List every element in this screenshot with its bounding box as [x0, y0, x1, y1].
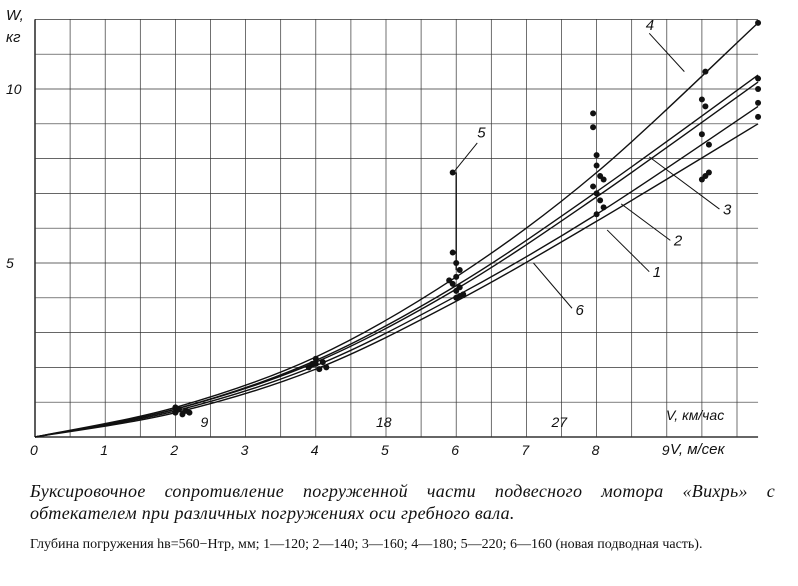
x-tick-label: 4 — [311, 442, 319, 458]
measured-point — [590, 183, 597, 190]
curve-label-4: 4 — [646, 17, 654, 34]
measured-point — [309, 360, 316, 367]
measured-point — [755, 99, 762, 106]
y-tick-label: 5 — [6, 255, 14, 271]
x-tick-label: 5 — [381, 442, 389, 458]
x-tick-label: 3 — [241, 442, 249, 458]
x-tick-label: 0 — [30, 442, 38, 458]
measured-point — [702, 103, 709, 110]
chart-ticks: 0 1 2 3 4 5 6 7 8 9 5 10 9 18 27 — [6, 81, 670, 458]
measured-point — [755, 86, 762, 92]
measured-point — [600, 204, 607, 211]
x-tick-label: 9 — [662, 442, 670, 458]
measured-point — [590, 110, 597, 117]
x-tick-label: 2 — [169, 442, 178, 458]
measured-point — [446, 277, 453, 284]
series-curve-3 — [34, 74, 759, 438]
curve-label-6: 6 — [576, 302, 585, 319]
measured-point — [453, 273, 460, 280]
measured-point — [600, 176, 607, 183]
x-tick-label: 7 — [521, 442, 530, 458]
measured-point — [755, 113, 762, 120]
measured-point — [597, 197, 604, 204]
series-curve-4 — [34, 22, 759, 438]
secondary-x-tick-label: 18 — [376, 414, 392, 430]
secondary-x-axis-label: V, км/час — [666, 407, 724, 423]
measured-point — [449, 249, 456, 256]
measured-point — [593, 211, 600, 218]
measured-point — [186, 409, 193, 416]
secondary-x-tick-label: 9 — [201, 414, 209, 430]
measured-point — [593, 162, 600, 169]
measured-point — [456, 266, 463, 273]
secondary-x-tick-label: 27 — [551, 414, 569, 430]
measured-point — [755, 19, 762, 26]
chart-grid — [34, 19, 759, 438]
y-axis-label-line2: кг — [6, 29, 21, 46]
figure-caption: Буксировочное сопротивление погруженной … — [30, 481, 775, 523]
label-leader-line — [533, 262, 573, 309]
measured-point — [453, 287, 460, 294]
y-tick-label: 10 — [6, 81, 22, 97]
series-curve-1 — [34, 105, 759, 438]
chart-curve-labels: 12 3 4 5 6 — [454, 17, 732, 319]
label-leader-line — [606, 229, 650, 273]
measured-point — [316, 366, 323, 373]
measured-point — [698, 176, 705, 183]
measured-point — [319, 359, 326, 366]
measured-point — [449, 169, 456, 176]
label-leader-line — [648, 156, 720, 210]
curve-label-1: 1 — [653, 264, 661, 281]
measured-point — [593, 152, 600, 159]
series-curve-6 — [34, 123, 759, 438]
measured-point — [590, 124, 597, 131]
x-tick-label: 8 — [592, 442, 600, 458]
measured-point — [456, 293, 463, 300]
figure-note: Глубина погружения hв=560−Hтр, мм; 1—120… — [30, 537, 703, 552]
x-axis-label: V, м/сек — [670, 441, 726, 458]
measured-point — [698, 131, 705, 138]
y-axis-label-line1: W, — [6, 7, 24, 24]
label-leader-line — [454, 142, 478, 172]
measured-point — [698, 96, 705, 103]
measured-point — [705, 169, 712, 176]
label-leader-line — [648, 32, 685, 72]
curve-label-2: 2 — [673, 233, 683, 250]
x-tick-label: 1 — [100, 442, 108, 458]
series-curve-2 — [34, 81, 759, 438]
curve-label-3: 3 — [723, 201, 732, 218]
measured-point — [453, 260, 460, 266]
label-leader-line — [620, 203, 671, 241]
x-tick-label: 6 — [451, 442, 459, 458]
measured-point — [702, 68, 709, 75]
measured-point — [312, 355, 319, 362]
measured-point — [593, 190, 600, 197]
curve-label-5: 5 — [477, 125, 486, 142]
measured-point — [323, 364, 330, 371]
measured-point — [755, 75, 762, 82]
chart-measured-points — [172, 19, 762, 418]
chart-curves — [34, 22, 759, 438]
measured-point — [172, 404, 179, 411]
measured-point — [705, 141, 712, 148]
